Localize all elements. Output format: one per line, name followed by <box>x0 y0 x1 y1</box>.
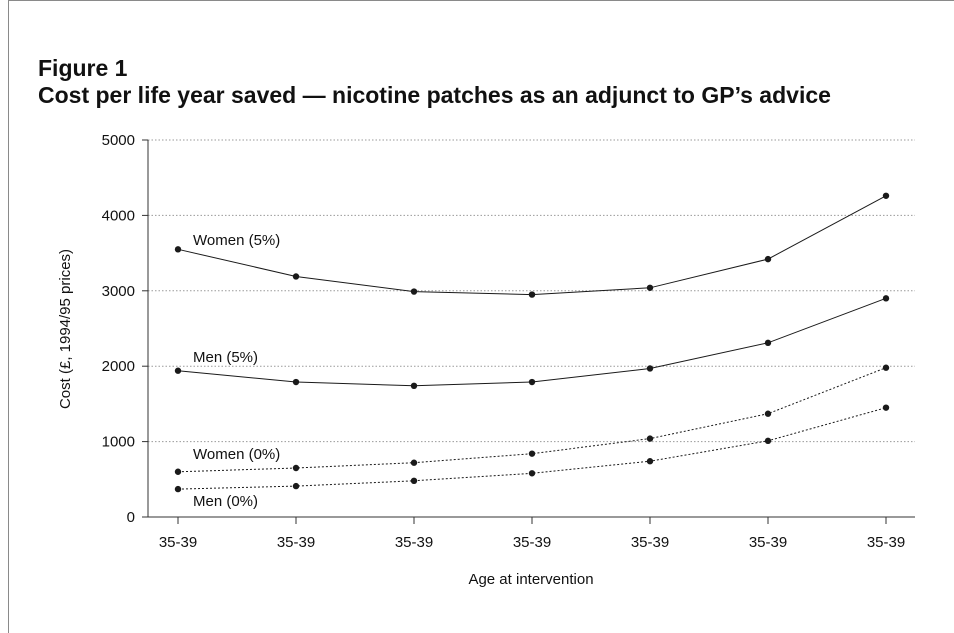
data-point <box>292 273 300 280</box>
series-group <box>174 192 890 493</box>
series-line <box>177 407 887 490</box>
figure-label: Figure 1 <box>38 55 128 81</box>
frame-left-border <box>8 0 9 633</box>
data-point <box>646 365 654 372</box>
data-point <box>410 477 418 485</box>
data-point <box>174 468 182 475</box>
x-tick-label: 35-39 <box>277 534 315 551</box>
data-point <box>764 339 772 347</box>
data-point <box>882 364 890 371</box>
data-point <box>292 378 300 386</box>
x-axis-title: Age at intervention <box>468 571 593 588</box>
grid-lines <box>148 139 915 443</box>
data-point <box>764 437 772 445</box>
y-tick-label: 0 <box>127 509 135 526</box>
x-tick-label: 35-39 <box>867 534 905 551</box>
series-line <box>177 297 887 387</box>
data-point <box>174 485 182 493</box>
y-tick-label: 3000 <box>102 283 135 300</box>
x-tick-label: 35-39 <box>159 534 197 551</box>
data-point <box>410 459 418 466</box>
y-tick-label: 4000 <box>102 207 135 224</box>
data-point <box>764 410 772 417</box>
series-line <box>177 195 887 296</box>
data-point <box>528 470 536 477</box>
data-point <box>882 295 890 302</box>
data-point <box>882 192 890 199</box>
axes <box>142 139 915 524</box>
data-point <box>882 404 890 411</box>
data-point <box>410 382 418 390</box>
x-tick-label: 35-39 <box>631 534 669 551</box>
data-point <box>174 246 182 253</box>
series-label: Women (0%) <box>193 446 280 463</box>
x-tick-label: 35-39 <box>513 534 551 551</box>
data-point <box>174 367 182 374</box>
data-point <box>292 482 300 490</box>
series-labels: Women (5%) Men (5%) Women (0%) Men (0%) <box>193 232 280 510</box>
data-point <box>764 255 772 263</box>
data-point <box>528 291 536 298</box>
y-axis-title: Cost (£, 1994/95 prices) <box>57 249 74 409</box>
data-point <box>528 450 536 457</box>
y-tick-label: 1000 <box>102 434 135 451</box>
data-point <box>292 464 300 472</box>
data-point <box>528 378 536 386</box>
data-point <box>646 435 654 442</box>
figure-title: Cost per life year saved — nicotine patc… <box>38 82 831 108</box>
series-label: Men (5%) <box>193 349 258 366</box>
data-point <box>646 458 654 465</box>
y-tick-label: 2000 <box>102 358 135 375</box>
y-tick-label: 5000 <box>102 132 135 149</box>
x-tick-labels: 35-39 35-39 35-39 35-39 35-39 35-39 35-39 <box>159 534 905 551</box>
data-point <box>646 284 654 291</box>
data-point <box>410 288 418 295</box>
series-label: Men (0%) <box>193 493 258 510</box>
x-tick-label: 35-39 <box>395 534 433 551</box>
x-tick-label: 35-39 <box>749 534 787 551</box>
frame-top-border <box>8 0 954 1</box>
series-label: Women (5%) <box>193 232 280 249</box>
y-tick-labels: 0 1000 2000 3000 4000 5000 <box>102 132 135 526</box>
